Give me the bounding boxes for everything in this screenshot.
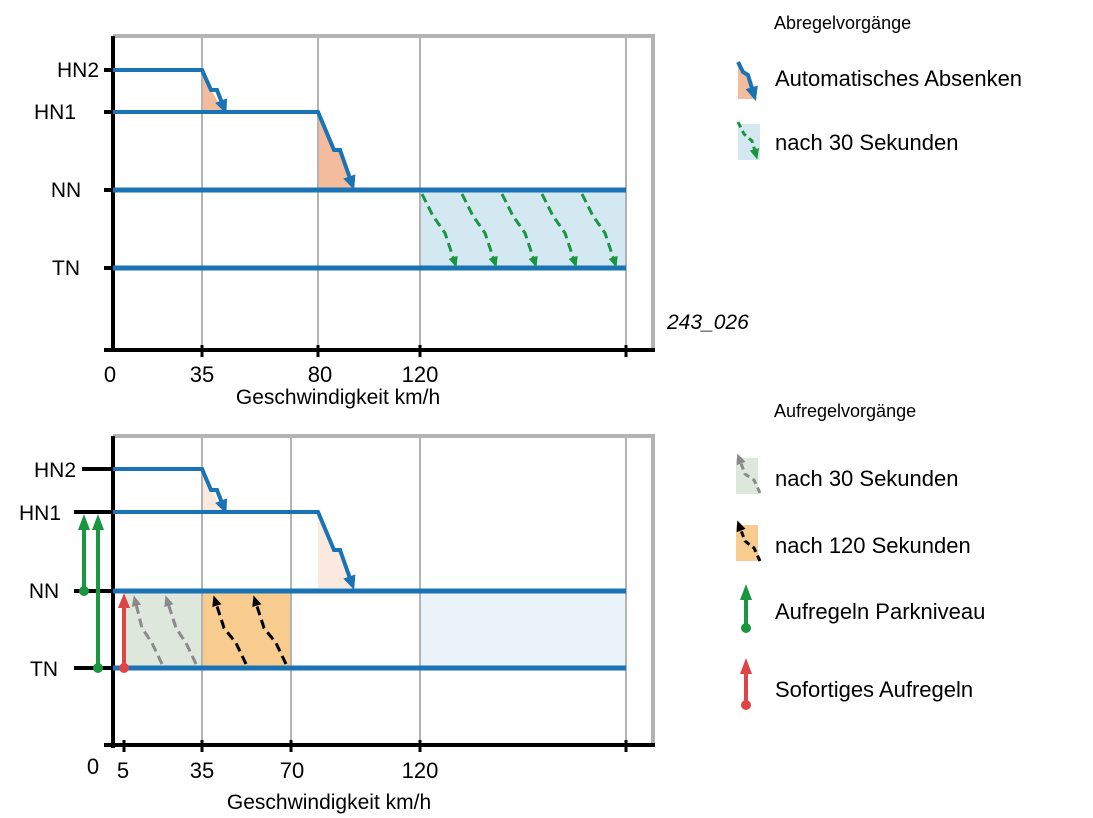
bottom-diagram: HN2 HN1 NN TN 0 5 35 70 120 Geschwindigk…	[19, 434, 655, 814]
park-raise-arrowhead	[92, 514, 104, 530]
x-tick-label-35: 35	[190, 758, 214, 783]
park-raise-arrowhead	[78, 514, 90, 530]
x-tick-label-80: 80	[308, 362, 332, 387]
level-label-hn1: HN1	[34, 101, 76, 124]
x-tick-label-70: 70	[280, 758, 304, 783]
timer-lower-area	[420, 190, 626, 268]
raise-120s-arrows	[212, 595, 288, 665]
timer-lower-area-light	[420, 591, 626, 668]
x-tick-label-35: 35	[190, 362, 214, 387]
timer-lower-icon-line	[736, 121, 759, 160]
timer-lower-icon	[736, 121, 760, 160]
raise-30s-icon	[736, 453, 762, 494]
x-tick-label-0: 0	[87, 754, 99, 779]
level-line-hn1	[113, 510, 356, 591]
park-raise-arrows	[78, 514, 104, 673]
instant-raise-icon-head	[740, 658, 752, 674]
level-label-hn2: HN2	[57, 59, 99, 82]
park-raise-icon-head	[740, 584, 752, 600]
level-label-hn1: HN1	[19, 502, 61, 525]
park-raise-icon	[740, 584, 752, 633]
figure-id: 243_026	[666, 311, 749, 334]
timer-arrow	[460, 193, 498, 268]
timer-arrow	[540, 193, 578, 268]
raise-30s-arrow	[164, 595, 198, 665]
x-tick-label-5: 5	[117, 758, 129, 783]
instant-raise-icon	[740, 658, 752, 710]
instant-raise-icon-dot	[741, 700, 751, 710]
raise-30s-icon-line	[736, 453, 762, 494]
park-raise-dot	[79, 586, 89, 596]
legend-top: Abregelvorgänge Automatisches Absenken n…	[736, 13, 1022, 160]
legend-item-label: Automatisches Absenken	[775, 66, 1022, 91]
level-label-tn: TN	[30, 658, 58, 681]
raise-30s-arrows	[131, 595, 198, 665]
x-tick-label-120: 120	[402, 758, 439, 783]
level-label-nn: NN	[51, 179, 81, 202]
raise-120s-icon-line	[736, 520, 762, 562]
x-tick-label-120: 120	[402, 362, 439, 387]
legend-bottom: Aufregelvorgänge nach 30 Sekunden nach 1…	[736, 401, 985, 710]
auto-lower-icon	[736, 61, 758, 102]
park-raise-dot	[93, 663, 103, 673]
level-line-hn1	[113, 110, 356, 191]
timer-arrow	[580, 193, 618, 268]
legend-title: Aufregelvorgänge	[774, 401, 916, 421]
raise-120s-icon	[736, 520, 762, 562]
instant-raise-arrow	[118, 593, 130, 673]
level-line-hn2	[113, 68, 228, 114]
timer-arrow	[500, 193, 538, 268]
legend-item-label: nach 30 Sekunden	[775, 130, 959, 155]
timer-arrow	[420, 193, 458, 268]
auto-lower-icon-line	[736, 61, 758, 102]
top-diagram: HN2 HN1 NN TN 0 35 80 120 Geschwindigkei…	[34, 34, 749, 409]
timer-lower-icon-fill	[738, 124, 760, 160]
timer-lower-arrows	[420, 193, 618, 268]
level-label-nn: NN	[29, 580, 59, 603]
instant-raise-arrowhead	[118, 593, 130, 608]
auto-lower-area-hn2-light	[202, 469, 224, 512]
x-axis-label: Geschwindigkeit km/h	[227, 791, 431, 814]
raise-120s-area	[202, 591, 291, 668]
legend-title: Abregelvorgänge	[774, 13, 911, 33]
legend-item-label: Aufregeln Parkniveau	[775, 599, 985, 624]
x-tick-label-0: 0	[104, 362, 116, 387]
raise-30s-area	[124, 591, 202, 668]
raise-120s-arrow	[212, 595, 248, 665]
legend-item-label: Sofortiges Aufregeln	[775, 677, 973, 702]
level-label-tn: TN	[52, 257, 80, 280]
level-label-hn2: HN2	[34, 459, 76, 482]
raise-120s-arrow	[252, 595, 288, 665]
park-raise-icon-dot	[741, 623, 751, 633]
instant-raise-dot	[119, 663, 129, 673]
legend-item-label: nach 30 Sekunden	[775, 466, 959, 491]
auto-lower-area-hn2	[202, 70, 224, 112]
x-axis-label: Geschwindigkeit km/h	[236, 386, 440, 409]
legend-item-label: nach 120 Sekunden	[775, 533, 971, 558]
raise-30s-arrow	[131, 595, 164, 665]
level-line-hn2	[113, 467, 228, 514]
